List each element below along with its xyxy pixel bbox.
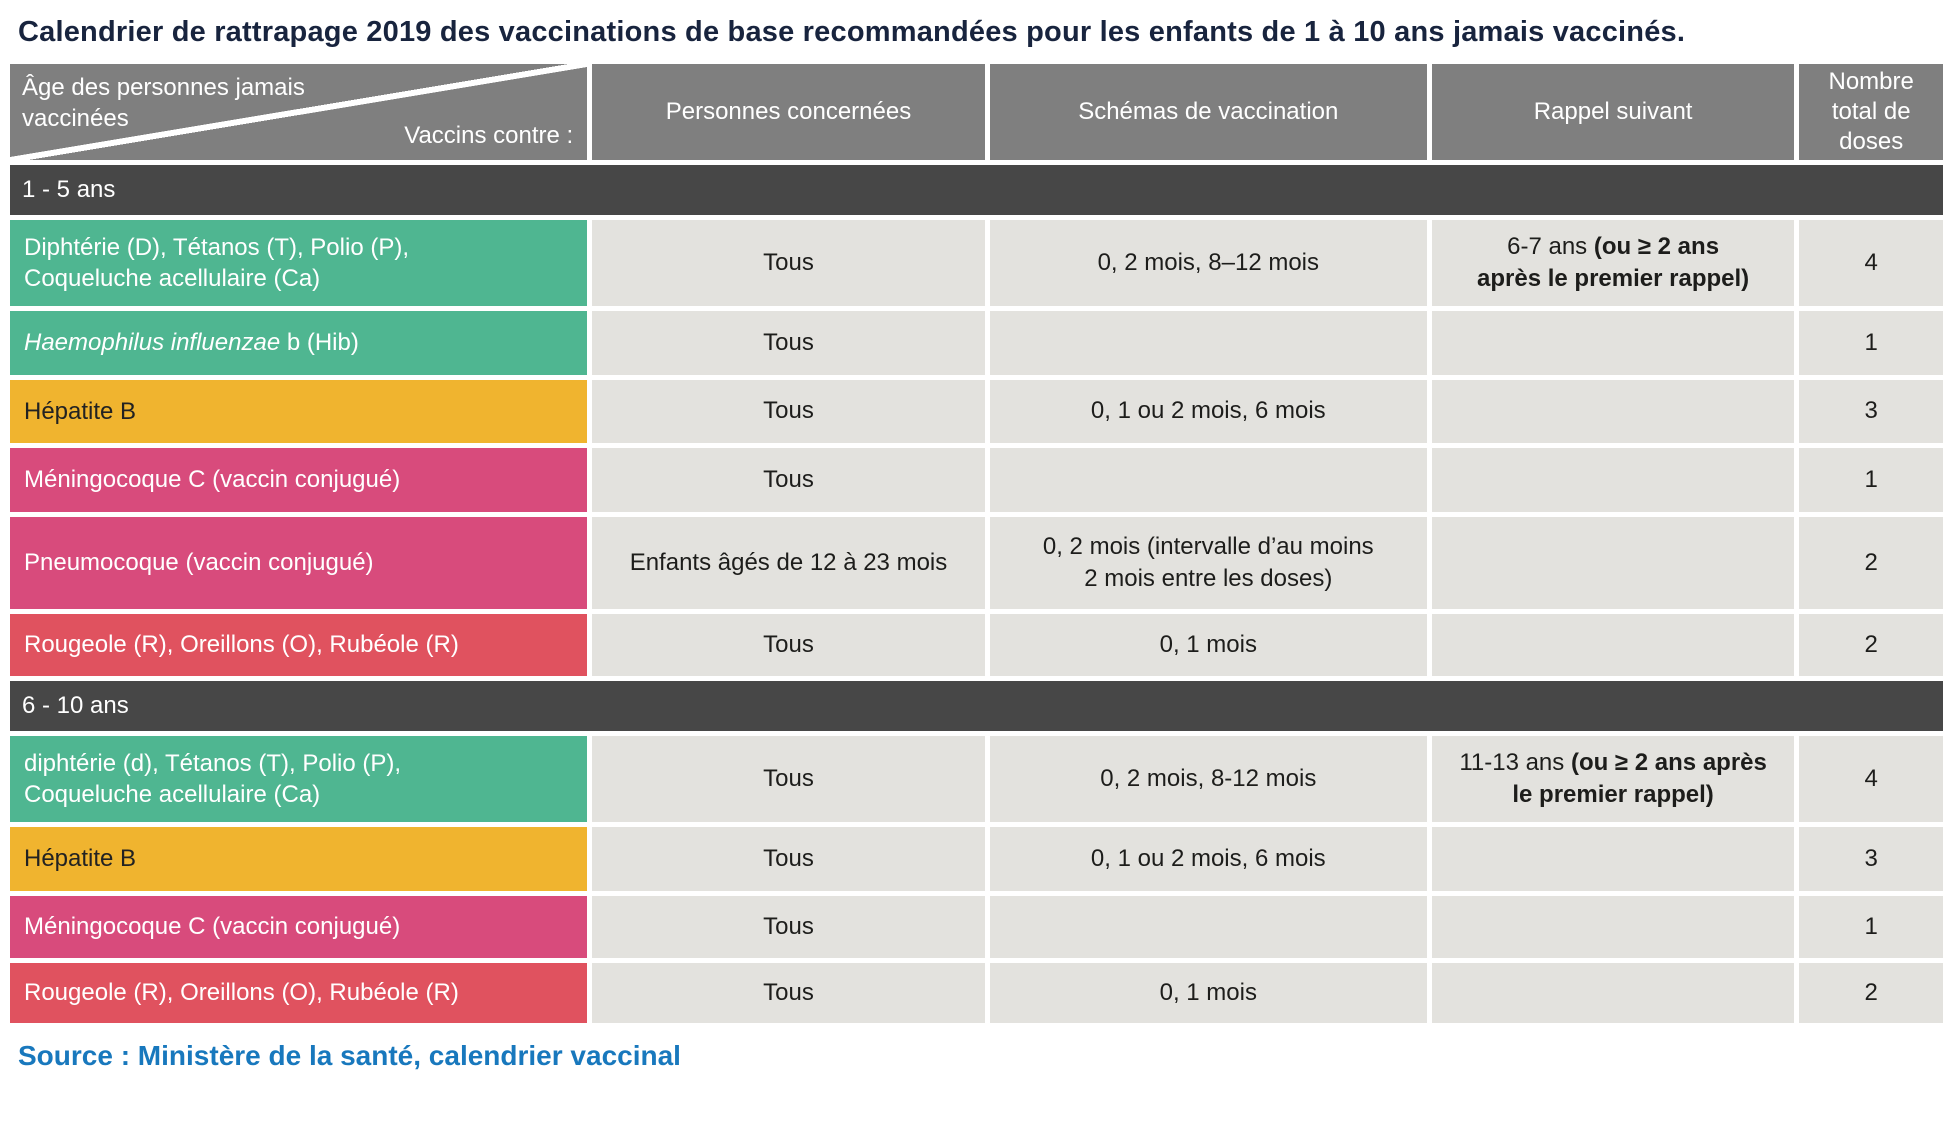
schema-cell: 0, 1 ou 2 mois, 6 mois bbox=[989, 827, 1427, 891]
schema-cell: 0, 1 ou 2 mois, 6 mois bbox=[989, 380, 1427, 443]
doses-cell: 4 bbox=[1799, 736, 1943, 822]
schema-cell: 0, 2 mois, 8–12 mois bbox=[989, 220, 1427, 306]
rappel-cell bbox=[1431, 448, 1795, 512]
schema-cell: 0, 1 mois bbox=[989, 963, 1427, 1023]
corner-header-vaccins-label: Vaccins contre : bbox=[404, 122, 574, 149]
section-band-6-10-ans: 6 - 10 ans bbox=[10, 681, 1943, 731]
vaccine-latin-name: Haemophilus influenzae bbox=[24, 329, 281, 357]
section-label: 1 - 5 ans bbox=[10, 165, 1943, 215]
corner-header-cell: Âge des personnes jamais vaccinées Vacci… bbox=[10, 64, 588, 160]
table-row-ror-1-5: Rougeole (R), Oreillons (O), Rubéole (R)… bbox=[10, 614, 1943, 676]
personnes-cell: Enfants âgés de 12 à 23 mois bbox=[592, 517, 985, 609]
header-rappel-suivant: Rappel suivant bbox=[1431, 64, 1795, 160]
doses-cell: 2 bbox=[1799, 614, 1943, 676]
personnes-cell: Tous bbox=[592, 220, 985, 306]
doses-cell: 1 bbox=[1799, 311, 1943, 375]
table-row-ror-6-10: Rougeole (R), Oreillons (O), Rubéole (R)… bbox=[10, 963, 1943, 1023]
page-title: Calendrier de rattrapage 2019 des vaccin… bbox=[18, 16, 1686, 48]
rappel-cell bbox=[1431, 311, 1795, 375]
table-row-hib: Haemophilus influenzae b (Hib) Tous 1 bbox=[10, 311, 1943, 375]
doses-cell: 3 bbox=[1799, 380, 1943, 443]
vaccine-cell: Méningocoque C (vaccin conjugué) bbox=[10, 896, 588, 958]
rappel-cell bbox=[1431, 896, 1795, 958]
vaccine-cell: Hépatite B bbox=[10, 827, 588, 891]
personnes-cell: Tous bbox=[592, 736, 985, 822]
doses-cell: 1 bbox=[1799, 448, 1943, 512]
vaccine-cell: Haemophilus influenzae b (Hib) bbox=[10, 311, 588, 375]
section-band-1-5-ans: 1 - 5 ans bbox=[10, 165, 1943, 215]
doses-cell: 1 bbox=[1799, 896, 1943, 958]
personnes-cell: Tous bbox=[592, 614, 985, 676]
header-personnes-concernees: Personnes concernées bbox=[592, 64, 985, 160]
vaccine-cell: Pneumocoque (vaccin conjugué) bbox=[10, 517, 588, 609]
table-row-meningocoque-1-5: Méningocoque C (vaccin conjugué) Tous 1 bbox=[10, 448, 1943, 512]
table-row-meningocoque-6-10: Méningocoque C (vaccin conjugué) Tous 1 bbox=[10, 896, 1943, 958]
personnes-cell: Tous bbox=[592, 448, 985, 512]
schema-cell bbox=[989, 896, 1427, 958]
vaccine-cell: Diphtérie (D), Tétanos (T), Polio (P), C… bbox=[10, 220, 588, 306]
source-note: Source : Ministère de la santé, calendri… bbox=[18, 1040, 681, 1071]
schema-cell bbox=[989, 311, 1427, 375]
personnes-cell: Tous bbox=[592, 963, 985, 1023]
rappel-cell bbox=[1431, 614, 1795, 676]
schema-cell bbox=[989, 448, 1427, 512]
schema-cell: 0, 2 mois (intervalle d’au moins 2 mois … bbox=[989, 517, 1427, 609]
vaccine-cell: Méningocoque C (vaccin conjugué) bbox=[10, 448, 588, 512]
personnes-cell: Tous bbox=[592, 380, 985, 443]
table-row-dtp-ca-1-5: Diphtérie (D), Tétanos (T), Polio (P), C… bbox=[10, 220, 1943, 306]
vaccination-table: Âge des personnes jamais vaccinées Vacci… bbox=[5, 59, 1948, 1028]
header-schemas-vaccination: Schémas de vaccination bbox=[989, 64, 1427, 160]
rappel-cell: 11-13 ans (ou ≥ 2 ans après le premier r… bbox=[1431, 736, 1795, 822]
doses-cell: 4 bbox=[1799, 220, 1943, 306]
header-nombre-doses: Nombre total de doses bbox=[1799, 64, 1943, 160]
table-header-row: Âge des personnes jamais vaccinées Vacci… bbox=[10, 64, 1943, 160]
schema-cell: 0, 1 mois bbox=[989, 614, 1427, 676]
vaccine-cell: Rougeole (R), Oreillons (O), Rubéole (R) bbox=[10, 963, 588, 1023]
vaccine-cell: Rougeole (R), Oreillons (O), Rubéole (R) bbox=[10, 614, 588, 676]
section-label: 6 - 10 ans bbox=[10, 681, 1943, 731]
rappel-cell bbox=[1431, 963, 1795, 1023]
personnes-cell: Tous bbox=[592, 311, 985, 375]
schema-cell: 0, 2 mois, 8-12 mois bbox=[989, 736, 1427, 822]
rappel-cell bbox=[1431, 380, 1795, 443]
rappel-cell bbox=[1431, 517, 1795, 609]
vaccine-cell: diphtérie (d), Tétanos (T), Polio (P), C… bbox=[10, 736, 588, 822]
table-row-hepatite-b-6-10: Hépatite B Tous 0, 1 ou 2 mois, 6 mois 3 bbox=[10, 827, 1943, 891]
doses-cell: 2 bbox=[1799, 517, 1943, 609]
table-row-hepatite-b-1-5: Hépatite B Tous 0, 1 ou 2 mois, 6 mois 3 bbox=[10, 380, 1943, 443]
vaccine-cell: Hépatite B bbox=[10, 380, 588, 443]
table-row-dtp-ca-6-10: diphtérie (d), Tétanos (T), Polio (P), C… bbox=[10, 736, 1943, 822]
doses-cell: 3 bbox=[1799, 827, 1943, 891]
rappel-cell: 6-7 ans (ou ≥ 2 ans après le premier rap… bbox=[1431, 220, 1795, 306]
rappel-cell bbox=[1431, 827, 1795, 891]
personnes-cell: Tous bbox=[592, 896, 985, 958]
table-row-pneumocoque: Pneumocoque (vaccin conjugué) Enfants âg… bbox=[10, 517, 1943, 609]
doses-cell: 2 bbox=[1799, 963, 1943, 1023]
personnes-cell: Tous bbox=[592, 827, 985, 891]
corner-header-age-label: Âge des personnes jamais vaccinées bbox=[22, 74, 305, 133]
page: Calendrier de rattrapage 2019 des vaccin… bbox=[5, 16, 1948, 1071]
